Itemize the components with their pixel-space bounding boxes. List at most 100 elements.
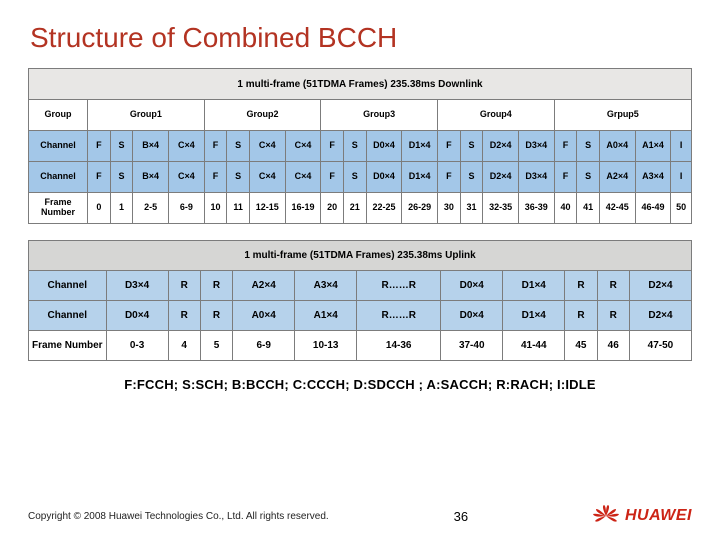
uplink-frame-c2: 5 xyxy=(200,331,232,361)
uplink-ch1-c2: R xyxy=(200,271,232,301)
downlink-ch2-c20: I xyxy=(671,162,692,193)
downlink-frame-c9: 21 xyxy=(343,193,366,224)
uplink-caption: 1 multi-frame (51TDMA Frames) 235.38ms U… xyxy=(29,241,692,271)
downlink-ch2-c2: B×4 xyxy=(133,162,169,193)
downlink-frame-c4: 10 xyxy=(204,193,227,224)
uplink-channel-label-2: Channel xyxy=(29,301,107,331)
downlink-ch2-c1: S xyxy=(110,162,133,193)
downlink-ch1-c8: F xyxy=(321,131,344,162)
downlink-frame-c11: 26-29 xyxy=(402,193,438,224)
downlink-frame-c0: 0 xyxy=(88,193,111,224)
downlink-ch2-c0: F xyxy=(88,162,111,193)
downlink-channel-label-1: Channel xyxy=(29,131,88,162)
uplink-frame-c10: 47-50 xyxy=(629,331,691,361)
uplink-ch1-c7: D1×4 xyxy=(503,271,565,301)
downlink-frame-c14: 32-35 xyxy=(483,193,519,224)
downlink-group-2: Group2 xyxy=(204,100,321,131)
uplink-frame-c3: 6-9 xyxy=(233,331,295,361)
downlink-ch2-c17: S xyxy=(577,162,600,193)
downlink-frame-c18: 42-45 xyxy=(599,193,635,224)
uplink-ch1-c4: A3×4 xyxy=(295,271,357,301)
uplink-ch2-c2: R xyxy=(200,301,232,331)
huawei-flower-icon xyxy=(593,505,619,527)
downlink-ch2-c3: C×4 xyxy=(169,162,205,193)
downlink-ch1-c4: F xyxy=(204,131,227,162)
legend-text: F:FCCH; S:SCH; B:BCCH; C:CCCH; D:SDCCH ;… xyxy=(28,377,692,392)
downlink-ch1-c10: D0×4 xyxy=(366,131,402,162)
downlink-ch1-c2: B×4 xyxy=(133,131,169,162)
downlink-ch1-c15: D3×4 xyxy=(518,131,554,162)
downlink-ch1-c11: D1×4 xyxy=(402,131,438,162)
uplink-ch1-c0: D3×4 xyxy=(106,271,168,301)
downlink-ch1-c16: F xyxy=(554,131,577,162)
downlink-ch1-c9: S xyxy=(343,131,366,162)
copyright-text: Copyright © 2008 Huawei Technologies Co.… xyxy=(28,511,329,522)
downlink-ch2-c12: F xyxy=(438,162,461,193)
uplink-ch2-c4: A1×4 xyxy=(295,301,357,331)
downlink-ch2-c13: S xyxy=(460,162,483,193)
downlink-frame-c2: 2-5 xyxy=(133,193,169,224)
uplink-frame-c5: 14-36 xyxy=(357,331,441,361)
uplink-ch2-c7: D1×4 xyxy=(503,301,565,331)
downlink-frame-c16: 40 xyxy=(554,193,577,224)
downlink-group-5: Grpup5 xyxy=(554,100,691,131)
uplink-ch2-c3: A0×4 xyxy=(233,301,295,331)
uplink-frame-c0: 0-3 xyxy=(106,331,168,361)
downlink-group-1: Group1 xyxy=(88,100,205,131)
uplink-frame-c1: 4 xyxy=(168,331,200,361)
downlink-ch2-c10: D0×4 xyxy=(366,162,402,193)
uplink-channel-label-1: Channel xyxy=(29,271,107,301)
uplink-frame-c4: 10-13 xyxy=(295,331,357,361)
downlink-table-wrap: 1 multi-frame (51TDMA Frames) 235.38ms D… xyxy=(28,68,692,224)
downlink-ch2-c19: A3×4 xyxy=(635,162,671,193)
downlink-ch2-c8: F xyxy=(321,162,344,193)
footer: Copyright © 2008 Huawei Technologies Co.… xyxy=(0,502,720,530)
slide-title: Structure of Combined BCCH xyxy=(30,22,692,54)
downlink-group-label: Group xyxy=(29,100,88,131)
uplink-ch1-c5: R……R xyxy=(357,271,441,301)
uplink-frame-c6: 37-40 xyxy=(441,331,503,361)
uplink-table: 1 multi-frame (51TDMA Frames) 235.38ms U… xyxy=(28,240,692,361)
page-number: 36 xyxy=(329,509,593,524)
downlink-ch1-c6: C×4 xyxy=(249,131,285,162)
uplink-ch1-c9: R xyxy=(597,271,629,301)
downlink-table: 1 multi-frame (51TDMA Frames) 235.38ms D… xyxy=(28,68,692,224)
downlink-ch1-c12: F xyxy=(438,131,461,162)
downlink-ch2-c14: D2×4 xyxy=(483,162,519,193)
downlink-ch2-c6: C×4 xyxy=(249,162,285,193)
downlink-ch2-c4: F xyxy=(204,162,227,193)
uplink-ch2-c1: R xyxy=(168,301,200,331)
downlink-ch1-c14: D2×4 xyxy=(483,131,519,162)
uplink-ch2-c0: D0×4 xyxy=(106,301,168,331)
uplink-ch2-c9: R xyxy=(597,301,629,331)
downlink-ch2-c11: D1×4 xyxy=(402,162,438,193)
downlink-ch2-c16: F xyxy=(554,162,577,193)
downlink-frame-c20: 50 xyxy=(671,193,692,224)
downlink-channel-label-2: Channel xyxy=(29,162,88,193)
downlink-frame-c8: 20 xyxy=(321,193,344,224)
uplink-frame-c7: 41-44 xyxy=(503,331,565,361)
downlink-ch1-c1: S xyxy=(110,131,133,162)
downlink-frame-c6: 12-15 xyxy=(249,193,285,224)
downlink-caption: 1 multi-frame (51TDMA Frames) 235.38ms D… xyxy=(29,69,692,100)
uplink-ch2-c8: R xyxy=(565,301,597,331)
huawei-logo: HUAWEI xyxy=(593,505,692,527)
uplink-frame-label: Frame Number xyxy=(29,331,107,361)
downlink-frame-label: Frame Number xyxy=(29,193,88,224)
uplink-frame-c8: 45 xyxy=(565,331,597,361)
downlink-frame-c3: 6-9 xyxy=(169,193,205,224)
downlink-frame-c17: 41 xyxy=(577,193,600,224)
downlink-ch2-c15: D3×4 xyxy=(518,162,554,193)
downlink-ch1-c0: F xyxy=(88,131,111,162)
downlink-group-3: Group3 xyxy=(321,100,438,131)
downlink-ch2-c9: S xyxy=(343,162,366,193)
downlink-frame-c15: 36-39 xyxy=(518,193,554,224)
uplink-ch2-c10: D2×4 xyxy=(629,301,691,331)
uplink-ch2-c5: R……R xyxy=(357,301,441,331)
downlink-ch1-c3: C×4 xyxy=(169,131,205,162)
huawei-logo-text: HUAWEI xyxy=(625,507,692,525)
uplink-ch1-c3: A2×4 xyxy=(233,271,295,301)
downlink-ch1-c18: A0×4 xyxy=(599,131,635,162)
uplink-ch1-c10: D2×4 xyxy=(629,271,691,301)
downlink-frame-c10: 22-25 xyxy=(366,193,402,224)
